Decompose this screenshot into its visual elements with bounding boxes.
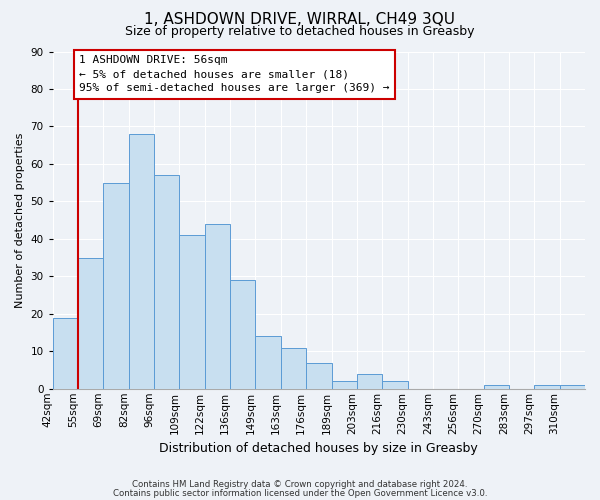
Bar — [560, 385, 585, 389]
Bar — [179, 235, 205, 389]
Text: Size of property relative to detached houses in Greasby: Size of property relative to detached ho… — [125, 25, 475, 38]
Bar — [205, 224, 230, 389]
Text: 1 ASHDOWN DRIVE: 56sqm
← 5% of detached houses are smaller (18)
95% of semi-deta: 1 ASHDOWN DRIVE: 56sqm ← 5% of detached … — [79, 55, 390, 93]
Bar — [53, 318, 78, 389]
Bar — [154, 175, 179, 389]
Bar — [78, 258, 103, 389]
Bar — [535, 385, 560, 389]
Bar — [230, 280, 256, 389]
Bar — [256, 336, 281, 389]
Bar — [281, 348, 306, 389]
Bar — [484, 385, 509, 389]
Bar — [382, 382, 407, 389]
Text: Contains HM Land Registry data © Crown copyright and database right 2024.: Contains HM Land Registry data © Crown c… — [132, 480, 468, 489]
X-axis label: Distribution of detached houses by size in Greasby: Distribution of detached houses by size … — [160, 442, 478, 455]
Text: Contains public sector information licensed under the Open Government Licence v3: Contains public sector information licen… — [113, 489, 487, 498]
Bar — [357, 374, 382, 389]
Text: 1, ASHDOWN DRIVE, WIRRAL, CH49 3QU: 1, ASHDOWN DRIVE, WIRRAL, CH49 3QU — [145, 12, 455, 28]
Bar — [332, 382, 357, 389]
Y-axis label: Number of detached properties: Number of detached properties — [15, 132, 25, 308]
Bar — [129, 134, 154, 389]
Bar — [103, 182, 129, 389]
Bar — [306, 362, 332, 389]
